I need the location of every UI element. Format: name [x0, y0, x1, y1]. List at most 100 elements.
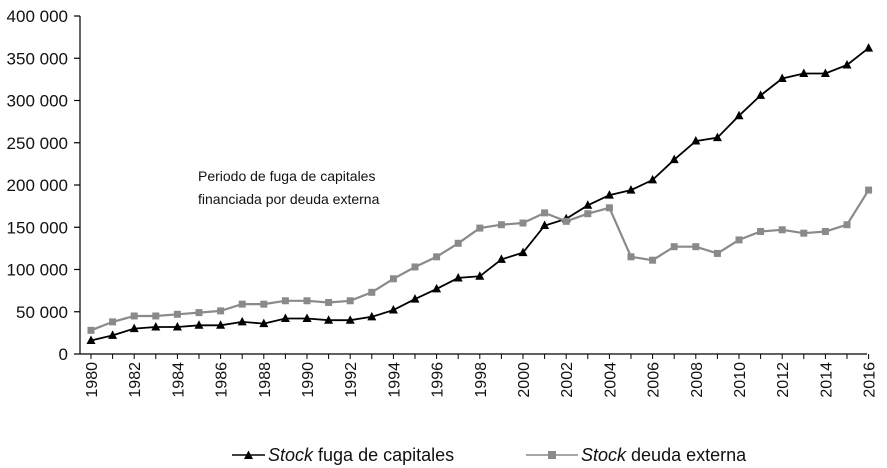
x-tick-label: 1986 [214, 362, 231, 398]
data-point-triangle [453, 272, 463, 282]
data-point-square [649, 256, 657, 264]
y-tick-label: 150 000 [7, 218, 68, 237]
data-point-triangle [691, 136, 701, 145]
data-point-triangle [302, 313, 312, 323]
x-tick-label: 2012 [775, 362, 792, 398]
data-point-square [217, 307, 225, 315]
series-layer [86, 43, 874, 344]
data-point-triangle [864, 43, 874, 52]
data-point-square [173, 310, 181, 318]
y-tick-label: 100 000 [7, 261, 68, 280]
data-point-triangle [756, 90, 766, 99]
data-point-triangle [842, 60, 852, 69]
data-point-triangle [324, 315, 334, 324]
data-point-triangle [108, 330, 118, 339]
data-point-triangle [216, 320, 226, 329]
data-point-square [368, 288, 376, 296]
legend-label-capital-flight: Stock fuga de capitales [268, 445, 454, 465]
data-point-triangle [669, 154, 679, 164]
data-point-square [757, 227, 765, 235]
data-point-square [778, 226, 786, 234]
data-point-square [389, 275, 397, 283]
x-tick-label: 2008 [689, 362, 706, 398]
legend-item-capital-flight: Stock fuga de capitales [232, 445, 454, 465]
data-point-square [303, 297, 311, 305]
data-point-square [433, 253, 441, 261]
series-external-debt [87, 186, 873, 334]
x-tick-label: 2002 [559, 362, 576, 398]
data-point-square [281, 297, 289, 305]
legend-item-external-debt: Stock deuda externa [526, 445, 747, 465]
x-tick-label: 1980 [84, 362, 101, 398]
data-point-triangle [712, 132, 722, 142]
data-point-square [130, 312, 138, 320]
y-tick-label: 350 000 [7, 49, 68, 68]
data-point-square [692, 243, 700, 251]
data-point-triangle [280, 313, 290, 323]
data-point-square [195, 309, 203, 317]
data-point-triangle [496, 254, 506, 263]
data-point-square [152, 312, 160, 320]
data-point-square [584, 210, 592, 218]
data-point-triangle [518, 247, 528, 257]
data-point-square [109, 318, 117, 326]
series-capital-flight [86, 43, 874, 344]
x-tick-label: 2010 [732, 362, 749, 398]
data-point-triangle [129, 323, 139, 333]
data-point-triangle [734, 110, 744, 120]
legend: Stock fuga de capitales Stock deuda exte… [232, 445, 747, 465]
triangle-marker-icon [244, 450, 253, 459]
data-point-triangle [648, 174, 658, 184]
y-tick-label: 200 000 [7, 176, 68, 195]
x-tick-label: 2016 [862, 362, 879, 398]
x-tick-label: 1990 [300, 362, 317, 398]
data-point-square [670, 243, 678, 251]
data-point-square [238, 300, 246, 308]
x-axis: 1980 1982 1984 1986 1988 1990 1992 1994 1996 1998… [80, 353, 879, 398]
y-axis: 0 50 000 100 000 150 000 200 000 250 000 300 0… [7, 7, 81, 364]
data-point-square [87, 326, 95, 334]
data-point-square [325, 298, 333, 306]
data-point-triangle [540, 220, 550, 230]
data-point-square [800, 229, 808, 237]
annotation-line-1: Periodo de fuga de capitales [198, 168, 375, 184]
data-point-triangle [345, 315, 355, 324]
legend-label-external-debt: Stock deuda externa [581, 445, 747, 465]
x-tick-label: 2000 [516, 362, 533, 398]
data-point-triangle [388, 305, 398, 314]
chart-annotation: Periodo de fuga de capitales financiada … [198, 168, 380, 207]
x-tick-label: 1988 [257, 362, 274, 398]
data-point-square [735, 236, 743, 244]
x-tick-label: 2004 [602, 362, 619, 398]
data-point-triangle [410, 294, 420, 303]
data-point-square [627, 253, 635, 261]
data-point-square [346, 297, 354, 305]
data-point-square [541, 209, 549, 217]
annotation-line-2: financiada por deuda externa [198, 191, 380, 207]
data-point-triangle [626, 185, 636, 194]
data-point-triangle [237, 316, 247, 326]
x-tick-label: 1994 [386, 362, 403, 398]
data-point-triangle [583, 200, 593, 209]
y-tick-label: 400 000 [7, 7, 68, 26]
square-marker-icon [548, 451, 556, 459]
data-point-square [605, 204, 613, 212]
y-tick-label: 0 [59, 345, 68, 364]
x-tick-label: 1996 [430, 362, 447, 398]
y-tick-label: 250 000 [7, 134, 68, 153]
data-point-triangle [475, 271, 485, 280]
data-point-square [497, 221, 505, 229]
data-point-triangle [86, 335, 96, 344]
data-point-triangle [194, 320, 204, 329]
data-point-square [454, 239, 462, 247]
data-point-triangle [777, 73, 787, 83]
data-point-square [519, 219, 527, 227]
series-line [90, 189, 870, 332]
data-point-triangle [367, 311, 377, 321]
data-point-triangle [799, 68, 809, 77]
data-point-square [260, 300, 268, 308]
data-point-triangle [432, 283, 442, 293]
y-tick-label: 300 000 [7, 92, 68, 111]
data-point-triangle [820, 68, 830, 77]
